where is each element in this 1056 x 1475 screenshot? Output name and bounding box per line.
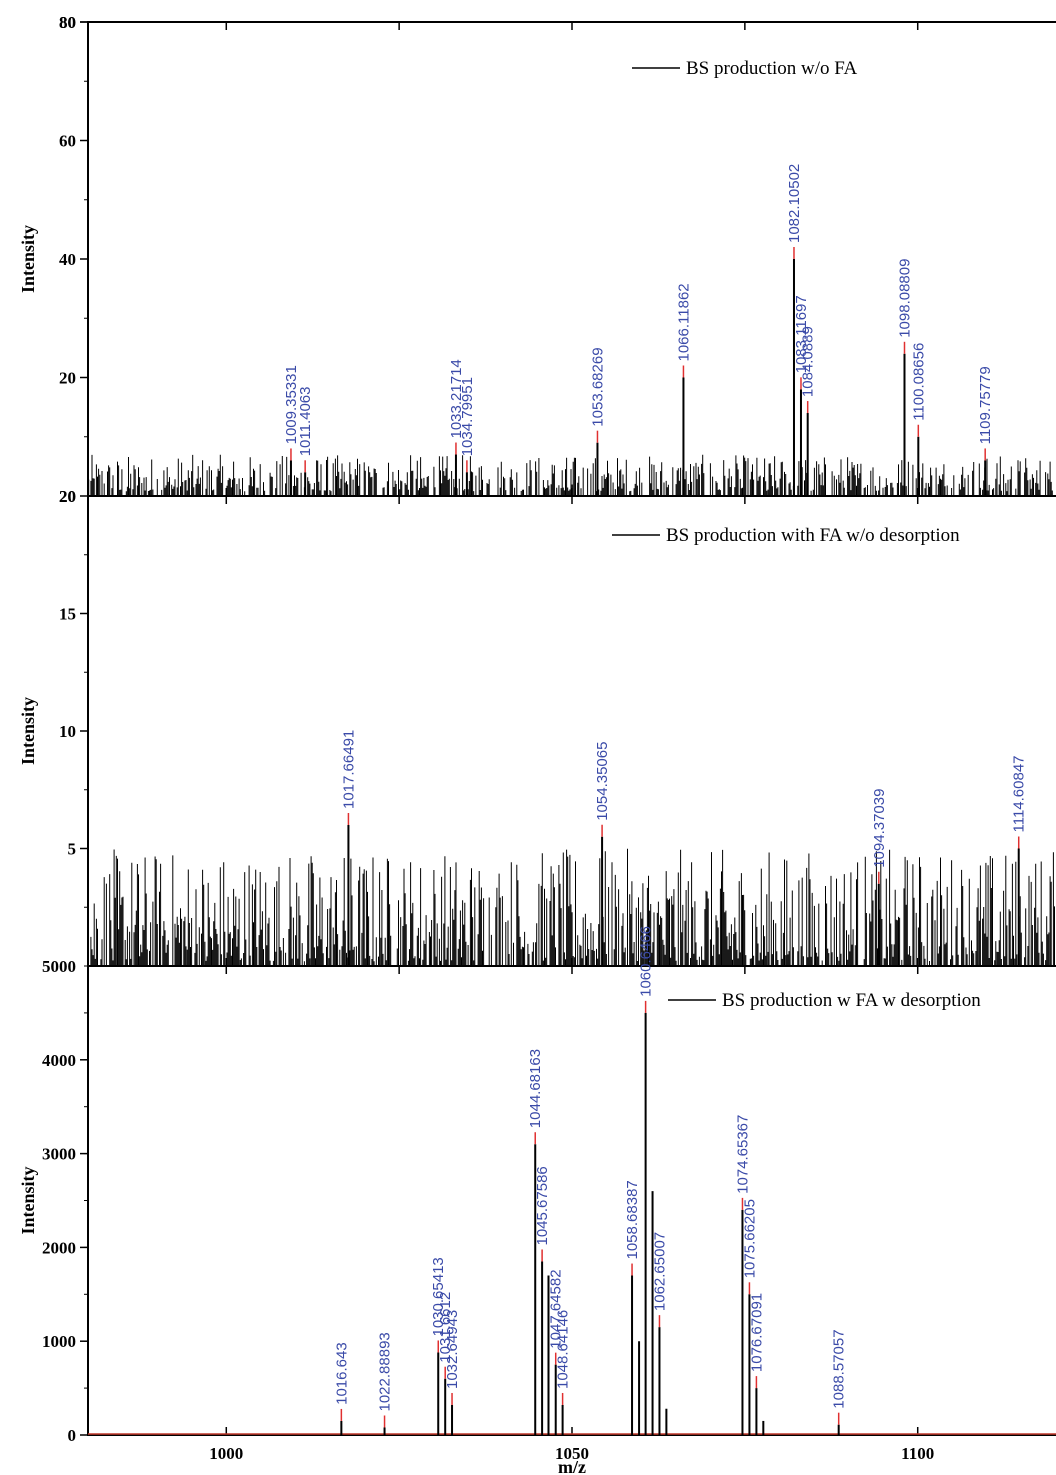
y-tick-label: 0 xyxy=(68,1426,77,1445)
y-axis-title: Intensity xyxy=(18,697,38,765)
x-tick-label: 1050 xyxy=(555,1444,589,1463)
peak-label: 1075.66205 xyxy=(741,1199,758,1278)
peak-label: 1083.11697 xyxy=(793,295,810,373)
peak-label: 1058.68387 xyxy=(624,1180,641,1259)
chart-panels: 204060808020Intensity1009.353311011.4063… xyxy=(18,13,1056,1475)
peak-label: 1048.64146 xyxy=(555,1310,572,1389)
legend-label: BS production w/o FA xyxy=(686,58,857,79)
peak-label: 1060.6466 xyxy=(638,926,655,997)
peak-label: 1032.64943 xyxy=(444,1310,461,1389)
peak-label: 1094.37039 xyxy=(871,789,888,868)
panel-2: 5 10 15 20 5000 Intensity 1017.66491 1054.35065… xyxy=(18,487,1056,976)
y-tick-label: 10 xyxy=(59,722,76,741)
peak-label: 1074.65367 xyxy=(735,1115,752,1194)
peak-label: 1062.65007 xyxy=(652,1232,669,1311)
peak-label: 1047.64582 xyxy=(548,1269,565,1348)
y-tick-label: 40 xyxy=(59,250,76,269)
peak-label: 1082.10502 xyxy=(786,164,803,243)
peak-label: 1030.65413 xyxy=(430,1257,447,1336)
y-axis-title: Intensity xyxy=(18,1166,38,1234)
y-tick-label: 4000 xyxy=(42,1051,76,1070)
peak-label: 1034.79951 xyxy=(459,377,476,456)
peak-label: 1009.35331 xyxy=(283,365,300,444)
baseline-noise xyxy=(88,454,1053,496)
legend: BS production w/o FA xyxy=(632,58,857,79)
y-axis-title: Intensity xyxy=(18,225,38,293)
peak-label: 1109.75779 xyxy=(977,366,994,444)
y-bottom-tick-label: 5000 xyxy=(42,957,76,976)
peak-label: 1045.67586 xyxy=(534,1166,551,1245)
peak-label: 1053.68269 xyxy=(590,347,607,426)
baseline-noise xyxy=(90,848,1055,966)
y-tick-label: 80 xyxy=(59,13,76,32)
y-tick-label: 20 xyxy=(59,369,76,388)
y-tick-label: 1000 xyxy=(42,1332,76,1351)
x-tick-label: 1000 xyxy=(209,1444,243,1463)
peak-label: 1011.4063 xyxy=(297,387,314,457)
legend-label: BS production with FA w/o desorption xyxy=(666,525,960,546)
y-tick-label: 3000 xyxy=(42,1145,76,1164)
x-axis-title: m/z xyxy=(558,1457,586,1475)
panel-1: 204060808020Intensity1009.353311011.4063… xyxy=(18,13,1056,506)
y-top-tick-label: 20 xyxy=(59,487,76,506)
panel-3: 0 1000 2000 3000 4000 Intensity 1016.643 1022.8… xyxy=(18,926,1056,1475)
legend: BS production w FA w desorption xyxy=(668,990,981,1011)
peak-label: 1114.60847 xyxy=(1011,755,1028,832)
peak-label: 1033.21714 xyxy=(448,359,465,438)
peak-label: 1084.0889 xyxy=(800,326,817,397)
peak-label: 1100.08656 xyxy=(910,343,927,421)
y-top-tick-label: 80 xyxy=(59,13,76,32)
peak-label: 1031.6612 xyxy=(437,1292,454,1363)
peak-label: 1054.35065 xyxy=(594,742,611,821)
plot-frame xyxy=(87,965,1056,1436)
peak-label: 1022.88893 xyxy=(377,1332,394,1411)
y-tick-label: 2000 xyxy=(42,1238,76,1257)
y-tick-label: 15 xyxy=(59,605,76,624)
peak-label: 1017.66491 xyxy=(340,730,357,809)
peak-label: 1076.67091 xyxy=(748,1293,765,1372)
x-tick-label: 1100 xyxy=(901,1444,934,1463)
peak-label: 1098.08809 xyxy=(897,259,914,338)
peak-label: 1066.11862 xyxy=(675,283,692,361)
peak-label: 1044.68163 xyxy=(527,1049,544,1128)
peak-label: 1088.57057 xyxy=(831,1329,848,1408)
y-tick-label: 5 xyxy=(68,840,77,859)
legend-label: BS production w FA w desorption xyxy=(722,990,981,1011)
peak-label: 1016.643 xyxy=(333,1342,350,1405)
y-tick-label: 60 xyxy=(59,132,76,151)
y-bottom-tick-label: 20 xyxy=(59,487,76,506)
legend: BS production with FA w/o desorption xyxy=(612,525,960,546)
